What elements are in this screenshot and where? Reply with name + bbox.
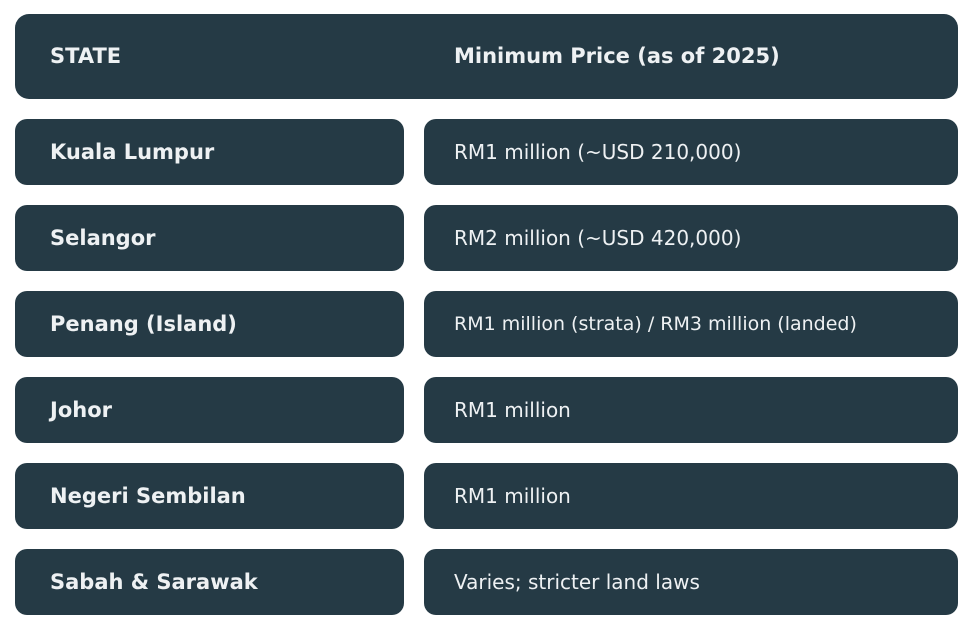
state-label: Kuala Lumpur <box>50 140 215 164</box>
table-cell-state: Kuala Lumpur <box>15 119 404 185</box>
price-label: RM1 million (~USD 210,000) <box>454 140 742 164</box>
state-label: Johor <box>50 398 112 422</box>
table-cell-state: Negeri Sembilan <box>15 463 404 529</box>
state-label: Penang (Island) <box>50 312 237 336</box>
price-label: RM1 million <box>454 484 571 508</box>
table-cell-state: Selangor <box>15 205 404 271</box>
table-cell-price: RM1 million <box>424 377 958 443</box>
column-header-minimum-price: Minimum Price (as of 2025) <box>454 44 780 68</box>
price-label: RM1 million (strata) / RM3 million (land… <box>454 313 857 335</box>
price-label: RM2 million (~USD 420,000) <box>454 226 742 250</box>
table-cell-price: Varies; stricter land laws <box>424 549 958 615</box>
table-cell-state: Johor <box>15 377 404 443</box>
table-cell-state: Sabah & Sarawak <box>15 549 404 615</box>
column-header-state: STATE <box>50 44 122 68</box>
table-header: STATE Minimum Price (as of 2025) <box>15 14 958 99</box>
table-cell-price: RM1 million (~USD 210,000) <box>424 119 958 185</box>
state-label: Negeri Sembilan <box>50 484 246 508</box>
state-label: Selangor <box>50 226 156 250</box>
price-label: RM1 million <box>454 398 571 422</box>
table-cell-state: Penang (Island) <box>15 291 404 357</box>
table-cell-price: RM1 million <box>424 463 958 529</box>
price-label: Varies; stricter land laws <box>454 570 700 594</box>
table-cell-price: RM1 million (strata) / RM3 million (land… <box>424 291 958 357</box>
state-label: Sabah & Sarawak <box>50 570 258 594</box>
table-cell-price: RM2 million (~USD 420,000) <box>424 205 958 271</box>
